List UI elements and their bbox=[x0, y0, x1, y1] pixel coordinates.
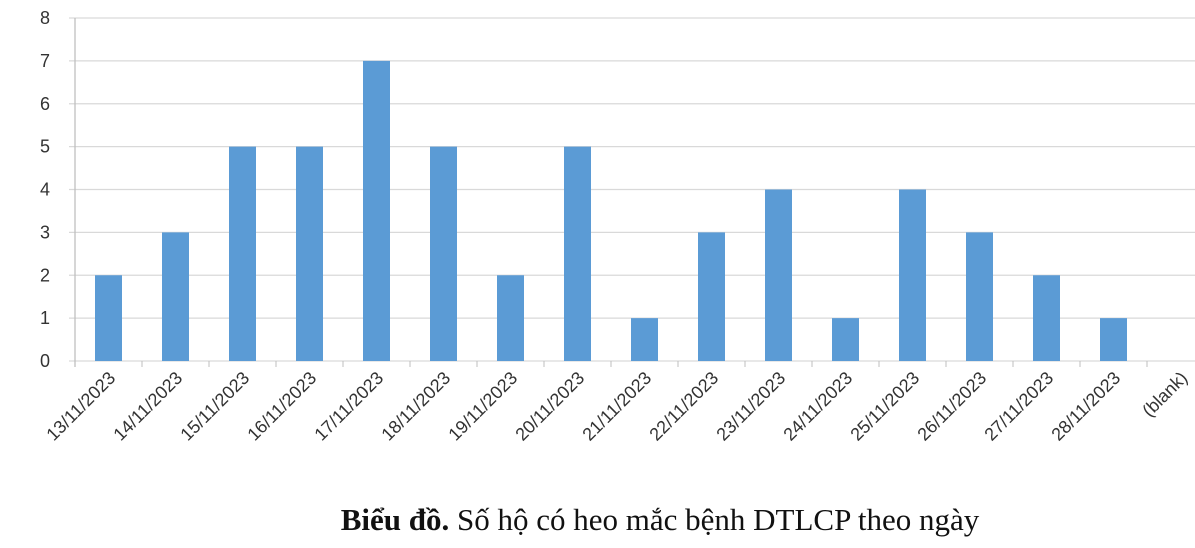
bar bbox=[631, 318, 658, 361]
x-tick-label: 20/11/2023 bbox=[511, 368, 588, 445]
bar bbox=[698, 232, 725, 361]
bar bbox=[497, 275, 524, 361]
caption-text: Số hộ có heo mắc bệnh DTLCP theo ngày bbox=[457, 502, 980, 537]
x-tick-label: 17/11/2023 bbox=[310, 368, 387, 445]
x-tick-label: 24/11/2023 bbox=[779, 368, 856, 445]
x-tick-label: 23/11/2023 bbox=[712, 368, 789, 445]
y-tick-label: 8 bbox=[40, 8, 50, 28]
x-tick-label: 18/11/2023 bbox=[377, 368, 454, 445]
y-tick-label: 6 bbox=[40, 94, 50, 114]
caption: Biểu đồ. Số hộ có heo mắc bệnh DTLCP the… bbox=[341, 502, 980, 537]
bar bbox=[229, 146, 256, 361]
x-tick-label: 19/11/2023 bbox=[444, 368, 521, 445]
bar bbox=[162, 232, 189, 361]
x-tick-label: 13/11/2023 bbox=[42, 368, 119, 445]
x-tick-label: (blank) bbox=[1138, 368, 1191, 421]
x-tick-label: 26/11/2023 bbox=[913, 368, 990, 445]
bar bbox=[95, 275, 122, 361]
y-tick-label: 2 bbox=[40, 265, 50, 285]
x-tick-label: 22/11/2023 bbox=[645, 368, 722, 445]
x-tick-label: 28/11/2023 bbox=[1047, 368, 1124, 445]
x-tick-label: 21/11/2023 bbox=[578, 368, 655, 445]
caption-label: Biểu đồ. bbox=[341, 502, 450, 537]
y-tick-label: 0 bbox=[40, 351, 50, 371]
y-tick-label: 4 bbox=[40, 180, 50, 200]
x-tick-label: 15/11/2023 bbox=[176, 368, 253, 445]
bar bbox=[899, 189, 926, 361]
y-tick-label: 7 bbox=[40, 51, 50, 71]
y-tick-label: 1 bbox=[40, 308, 50, 328]
bar bbox=[832, 318, 859, 361]
bar bbox=[296, 146, 323, 361]
y-tick-label: 3 bbox=[40, 222, 50, 242]
x-tick-label: 14/11/2023 bbox=[109, 368, 186, 445]
x-tick-label: 16/11/2023 bbox=[243, 368, 320, 445]
bar bbox=[430, 146, 457, 361]
bar bbox=[765, 189, 792, 361]
x-tick-label: 27/11/2023 bbox=[980, 368, 1057, 445]
bar bbox=[1100, 318, 1127, 361]
bar bbox=[564, 146, 591, 361]
bar bbox=[363, 60, 390, 361]
bar bbox=[1033, 275, 1060, 361]
x-tick-label: 25/11/2023 bbox=[846, 368, 923, 445]
y-tick-label: 5 bbox=[40, 137, 50, 157]
bar bbox=[966, 232, 993, 361]
